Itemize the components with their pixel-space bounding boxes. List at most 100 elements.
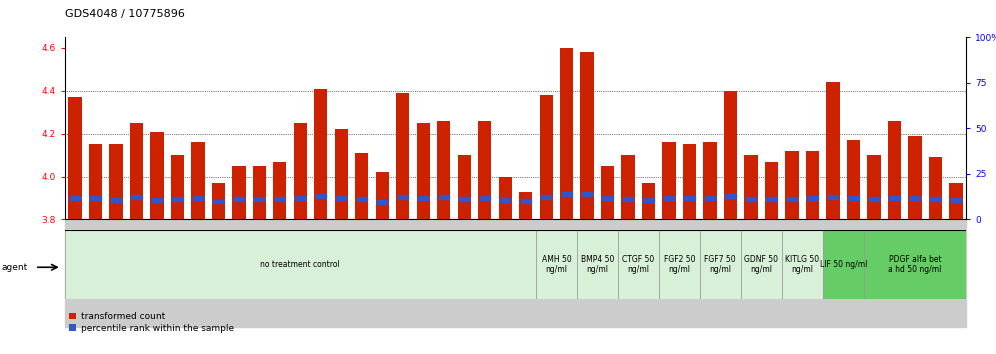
Bar: [785, 151, 799, 219]
Bar: [91, 196, 101, 200]
Bar: [560, 48, 574, 219]
Bar: [577, 219, 598, 327]
Bar: [744, 155, 758, 219]
Bar: [703, 142, 717, 219]
Bar: [658, 219, 679, 327]
Bar: [808, 196, 818, 200]
Bar: [662, 142, 675, 219]
Bar: [827, 82, 840, 219]
Text: GDNF 50
ng/ml: GDNF 50 ng/ml: [744, 255, 778, 274]
Bar: [949, 183, 962, 219]
Bar: [352, 219, 373, 327]
Bar: [273, 161, 287, 219]
Bar: [684, 196, 694, 200]
Bar: [337, 196, 347, 200]
Bar: [146, 219, 167, 327]
Bar: [601, 166, 615, 219]
Bar: [234, 198, 244, 201]
Bar: [864, 230, 966, 299]
Text: GDS4048 / 10775896: GDS4048 / 10775896: [65, 9, 184, 19]
Text: KITLG 50
ng/ml: KITLG 50 ng/ml: [785, 255, 820, 274]
Bar: [643, 199, 653, 202]
Bar: [191, 142, 204, 219]
Bar: [212, 183, 225, 219]
Bar: [782, 230, 823, 299]
Bar: [700, 219, 720, 327]
Bar: [110, 144, 123, 219]
Bar: [884, 219, 904, 327]
Bar: [869, 197, 879, 201]
Legend: transformed count, percentile rank within the sample: transformed count, percentile rank withi…: [70, 313, 234, 333]
Bar: [454, 219, 474, 327]
Bar: [150, 132, 163, 219]
Bar: [516, 219, 536, 327]
Bar: [700, 230, 741, 299]
Bar: [925, 219, 945, 327]
Bar: [413, 219, 433, 327]
Bar: [457, 155, 471, 219]
Bar: [638, 219, 658, 327]
Bar: [500, 199, 510, 202]
Bar: [828, 195, 838, 199]
Bar: [705, 196, 715, 200]
Bar: [357, 197, 367, 201]
Bar: [802, 219, 823, 327]
Text: no treatment control: no treatment control: [260, 260, 341, 269]
Bar: [111, 199, 122, 202]
Text: PDGF alfa bet
a hd 50 ng/ml: PDGF alfa bet a hd 50 ng/ml: [888, 255, 941, 274]
Bar: [904, 219, 925, 327]
Bar: [746, 197, 756, 201]
Bar: [536, 230, 577, 299]
Text: AMH 50
ng/ml: AMH 50 ng/ml: [542, 255, 572, 274]
Bar: [335, 130, 348, 219]
Bar: [887, 121, 901, 219]
Bar: [65, 219, 86, 327]
Bar: [864, 219, 884, 327]
Bar: [229, 219, 249, 327]
Bar: [433, 219, 454, 327]
Bar: [724, 91, 737, 219]
Bar: [70, 196, 80, 200]
Bar: [782, 219, 802, 327]
Bar: [213, 200, 223, 204]
Bar: [290, 219, 311, 327]
Bar: [664, 196, 674, 200]
Bar: [253, 166, 266, 219]
Bar: [151, 198, 162, 202]
Bar: [375, 172, 388, 219]
Bar: [536, 219, 557, 327]
Bar: [294, 123, 307, 219]
Bar: [720, 219, 741, 327]
Bar: [418, 196, 428, 200]
Bar: [519, 192, 532, 219]
Bar: [562, 192, 572, 196]
Text: BMP4 50
ng/ml: BMP4 50 ng/ml: [581, 255, 615, 274]
Bar: [725, 194, 736, 198]
Bar: [618, 230, 658, 299]
Bar: [126, 219, 146, 327]
Bar: [89, 144, 103, 219]
Bar: [557, 219, 577, 327]
Bar: [311, 219, 331, 327]
Bar: [622, 155, 634, 219]
Bar: [356, 153, 369, 219]
Bar: [642, 183, 655, 219]
Bar: [951, 199, 961, 202]
Bar: [193, 196, 203, 200]
Bar: [232, 166, 246, 219]
Bar: [249, 219, 270, 327]
Bar: [373, 219, 392, 327]
Bar: [761, 219, 782, 327]
Bar: [806, 151, 819, 219]
Bar: [823, 230, 864, 299]
Bar: [889, 196, 899, 200]
Bar: [765, 161, 778, 219]
Bar: [270, 219, 290, 327]
Bar: [495, 219, 516, 327]
Text: agent: agent: [2, 263, 28, 272]
Bar: [295, 196, 306, 200]
Bar: [823, 219, 844, 327]
Bar: [416, 123, 430, 219]
Text: FGF7 50
ng/ml: FGF7 50 ng/ml: [704, 255, 736, 274]
Bar: [129, 123, 143, 219]
